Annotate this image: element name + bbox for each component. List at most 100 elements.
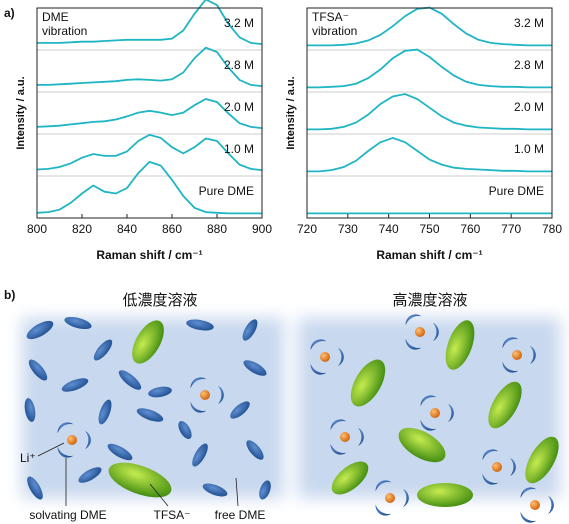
solvating-dme [57,422,74,434]
free-dme [93,339,113,361]
li-ion [320,352,330,362]
free-dme [26,320,54,340]
spectrum-line [307,93,552,131]
solvating-dme [375,504,392,516]
x-tick-label: 720 [297,222,317,236]
li-ion [430,408,440,418]
li-ion [340,432,350,442]
trace-label: Pure DME [489,184,544,198]
free-dme [118,370,142,390]
anion [132,320,164,364]
free-dme [28,359,48,381]
panel-label: b) [4,288,15,302]
li-ion [67,435,77,445]
trace-label: 1.0 M [514,142,544,156]
trace-label: 2.0 M [224,100,254,114]
x-tick-label: 770 [501,222,521,236]
solvating-dme [310,339,327,351]
x-tick-label: 750 [419,222,439,236]
solvating-dme [57,446,74,458]
x-tick-label: 780 [542,222,562,236]
x-tick-label: 860 [162,222,182,236]
li-ion [512,350,522,360]
trace-label: 3.2 M [224,16,254,30]
diagram-title: 低濃度溶液 [122,292,197,309]
solvating-dme [190,401,207,413]
diagram [24,314,559,523]
trace-label: 1.0 M [224,142,254,156]
free-dme [186,319,214,331]
spectrum-line [307,48,552,89]
trace-label: Pure DME [199,184,254,198]
trace-label: 3.2 M [514,16,544,30]
free-dme [107,443,133,461]
li-ion [492,462,502,472]
anion [350,359,386,407]
trace-label: 2.0 M [514,100,544,114]
x-tick-label: 900 [252,222,272,236]
free-dme [242,319,258,341]
diagram-title: 高濃度溶液 [392,292,467,309]
solvating-dme [358,427,364,447]
x-tick-label: 800 [27,222,47,236]
annotation: TFSA⁻ [312,10,349,24]
solvating-dme [330,419,347,431]
y-axis-label: Intensity / a.u. [15,76,27,149]
solvating-dme [510,457,516,477]
anion [445,320,475,370]
diagram-label: TFSA⁻ [153,508,190,522]
free-dme [243,360,267,376]
solvating-dme [482,449,499,461]
solvating-dme [405,338,422,350]
x-tick-label: 820 [72,222,92,236]
anion [417,483,473,507]
spectrum-line [36,98,263,129]
anion [525,436,559,484]
x-tick-label: 760 [460,222,480,236]
free-dme [98,399,112,425]
anion [398,427,446,463]
solvating-dme [520,487,537,499]
free-dme [27,476,43,500]
solvating-dme [85,430,91,450]
solvating-dme [448,403,454,423]
solvating-dme [338,347,344,367]
x-tick-label: 880 [207,222,227,236]
spectrum-line [37,46,263,87]
solvating-dme [420,395,437,407]
spectrum-line [37,0,263,45]
solvating-dme [310,363,327,375]
li-ion [530,500,540,510]
solvating-dme [375,480,392,492]
solvating-dme [548,495,554,515]
li-ion [415,327,425,337]
spectrum-line [36,133,263,171]
x-axis-label: Raman shift / cm⁻¹ [376,248,482,262]
solvating-dme [330,443,347,455]
free-dme [61,378,89,392]
solvating-dme [218,385,224,405]
solvating-dme [502,337,519,349]
x-tick-label: 730 [338,222,358,236]
anion [488,381,522,429]
solvating-dme [502,361,519,373]
anion [331,461,369,495]
free-dme [148,386,172,398]
solvating-dme [405,314,422,326]
trace-label: 2.8 M [514,58,544,72]
solvating-dme [420,419,437,431]
x-tick-label: 840 [117,222,137,236]
solvating-dme [403,488,409,508]
annotation: vibration [42,24,87,38]
solvating-dme [190,377,207,389]
panel-label: a) [4,6,15,20]
free-dme [136,408,164,422]
free-dme [178,420,192,440]
diagram-label: free DME [215,508,266,522]
free-dme [24,398,36,422]
free-dme [192,443,208,467]
spectrum-line [307,136,552,173]
pointer-lines [37,442,239,507]
annotation: DME [42,10,69,24]
li-ion [200,390,210,400]
